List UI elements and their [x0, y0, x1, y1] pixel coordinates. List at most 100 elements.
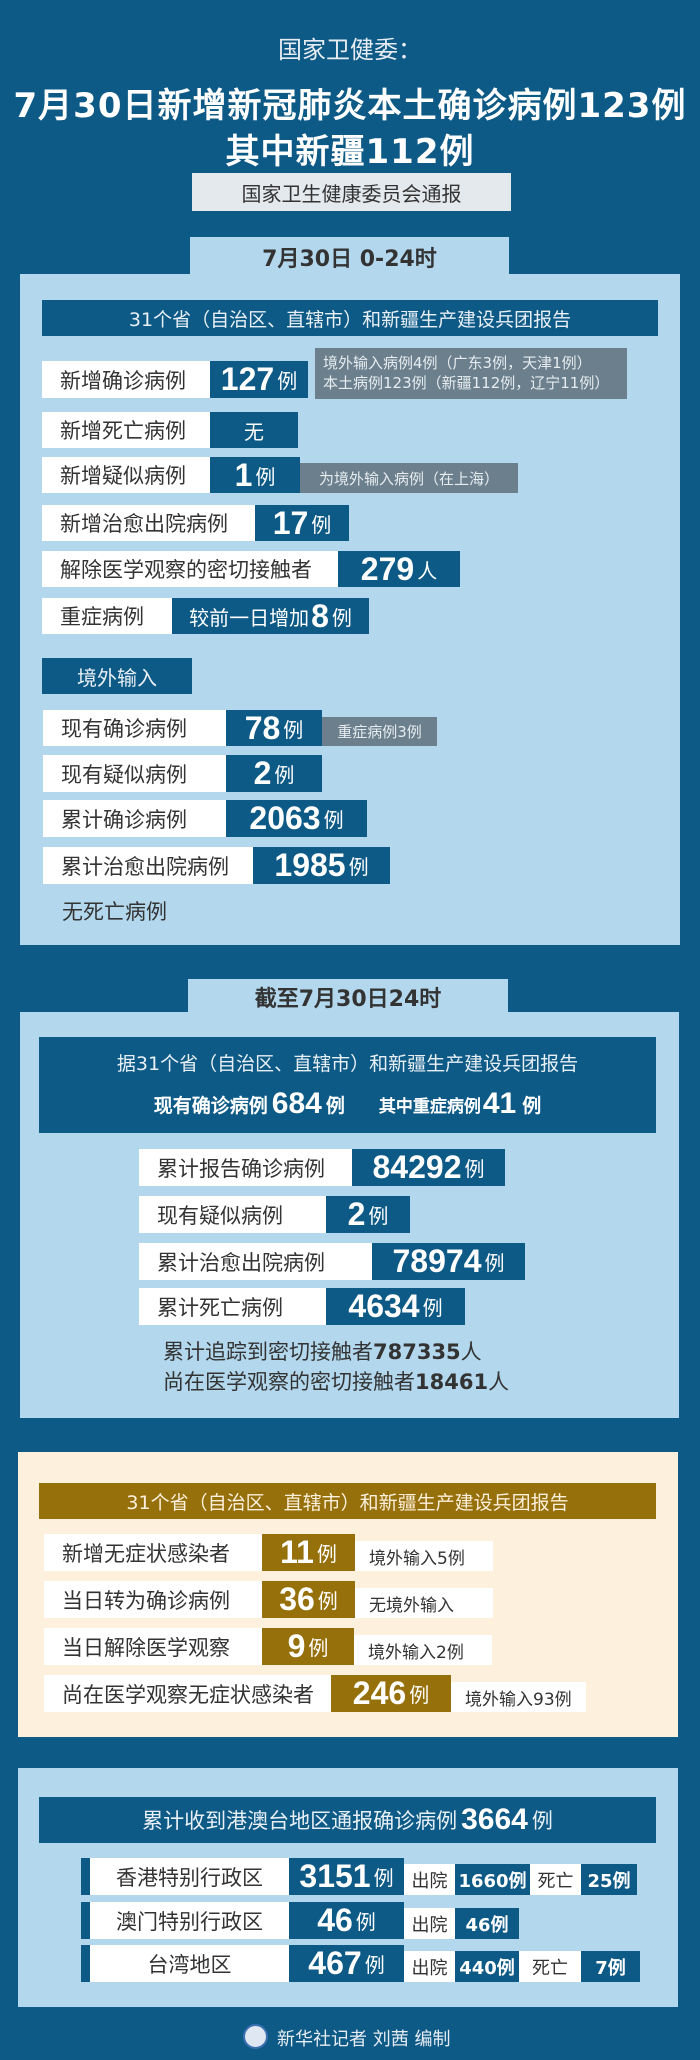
row-label: 新增确诊病例 [42, 361, 210, 398]
value: 9 [287, 1628, 306, 1664]
box-line2: 现有确诊病例 684 例 其中重症病例 41 例 [39, 1087, 656, 1121]
region-value: 467 例 [289, 1945, 404, 1982]
region-value: 46 例 [289, 1902, 404, 1939]
value: 1985 [274, 847, 346, 883]
cumulative-tab: 截至7月30日24时 [188, 979, 508, 1015]
unit: 例 [317, 1589, 338, 1613]
cumulative-box: 据31个省（自治区、直辖市）和新疆生产建设兵团报告 现有确诊病例 684 例 其… [39, 1037, 656, 1133]
row-label: 新增疑似病例 [42, 457, 210, 493]
value: 787335 [373, 1340, 461, 1364]
unit: 例 [331, 605, 352, 630]
row-label: 新增治愈出院病例 [42, 505, 255, 541]
row-value: 78974 例 [372, 1243, 525, 1280]
value: 8 [311, 597, 329, 634]
notice-box: 国家卫生健康委员会通报 [192, 173, 511, 211]
source-heading: 国家卫健委： [278, 36, 422, 64]
value: 246 [352, 1675, 407, 1711]
value: 2 [253, 755, 272, 791]
row-value: 279 人 [338, 551, 460, 587]
death-value: 7例 [581, 1951, 640, 1982]
row-value: 4634 例 [326, 1288, 465, 1325]
unit: 例 [368, 1204, 389, 1228]
row-label: 重症病例 [42, 598, 172, 634]
value: 3151 [299, 1858, 371, 1894]
value: 46 [317, 1902, 353, 1938]
unit: 人 [417, 558, 438, 583]
discharged-value: 1660例 [455, 1864, 530, 1895]
value: 4634 [348, 1288, 420, 1324]
unit: 例 [409, 1683, 430, 1707]
no-deaths-note: 无死亡病例 [62, 900, 167, 924]
observing-contacts: 尚在医学观察的密切接触者18461人 [163, 1366, 509, 1396]
death-value: 25例 [581, 1864, 637, 1895]
unit: 例 [355, 1910, 376, 1934]
row-value: 36 例 [262, 1581, 355, 1618]
region-label: 香港特别行政区 [90, 1858, 289, 1895]
value: 18461 [415, 1370, 489, 1394]
unit: 例 [277, 369, 298, 393]
row-value: 2063 例 [226, 800, 367, 837]
current-value: 684 [271, 1087, 322, 1120]
discharged-value: 440例 [455, 1951, 519, 1982]
label: 尚在医学观察的密切接触者 [163, 1370, 415, 1394]
value: 78974 [392, 1243, 482, 1279]
row-value: 1985 例 [253, 847, 390, 884]
headline-line2: 其中新疆112例 [225, 132, 475, 172]
row-label: 解除医学观察的密切接触者 [42, 551, 338, 587]
unit: 例 [373, 1866, 394, 1890]
row-label: 累计报告确诊病例 [139, 1149, 352, 1186]
xinhua-logo-icon [243, 2024, 268, 2049]
row-stripe [81, 1902, 90, 1939]
unit: 例 [531, 1809, 553, 1833]
unit: 例 [316, 1542, 337, 1566]
value: 11 [280, 1534, 314, 1570]
unit: 例 [308, 1636, 329, 1660]
value: 467 [308, 1945, 362, 1981]
row-label: 累计治愈出院病例 [43, 847, 253, 884]
value: 2063 [249, 800, 321, 836]
value: 36 [279, 1581, 315, 1617]
unit: 例 [522, 1094, 542, 1117]
discharged-label: 出院 [404, 1908, 455, 1939]
value: 127 [220, 361, 275, 397]
row-label: 累计死亡病例 [139, 1288, 326, 1325]
label: 累计收到港澳台地区通报确诊病例 [142, 1809, 458, 1833]
row-note: 无境外输入 [355, 1588, 493, 1618]
region-value: 3151 例 [289, 1858, 404, 1895]
prefix: 较前一日增加 [189, 605, 310, 630]
current-label: 现有确诊病例 [153, 1094, 268, 1117]
row-label: 现有疑似病例 [139, 1196, 326, 1233]
unit: 人 [488, 1370, 510, 1394]
daily-tab: 7月30日 0-24时 [190, 237, 509, 277]
unit: 例 [283, 717, 304, 742]
value: 78 [244, 709, 281, 746]
death-label: 死亡 [519, 1951, 581, 1982]
unit: 例 [255, 464, 276, 489]
value: 3664 [461, 1803, 528, 1836]
severe-value: 41 [482, 1087, 517, 1120]
severe-label: 其中重症病例 [378, 1096, 481, 1117]
note-line: 境外输入病例4例（广东3例，天津1例） [323, 354, 592, 372]
hmt-bar: 累计收到港澳台地区通报确诊病例 3664 例 [39, 1797, 656, 1843]
row-note: 境外输入病例4例（广东3例，天津1例） 本土病例123例（新疆112例，辽宁11例… [315, 348, 627, 399]
row-note: 境外输入5例 [355, 1541, 493, 1571]
unit: 例 [422, 1296, 443, 1320]
row-value: 17 例 [255, 505, 349, 541]
death-label: 死亡 [530, 1864, 581, 1895]
value: 279 [360, 550, 415, 587]
value: 84292 [372, 1149, 462, 1185]
daily-bar: 31个省（自治区、直辖市）和新疆生产建设兵团报告 [42, 300, 658, 336]
asymptomatic-bar: 31个省（自治区、直辖市）和新疆生产建设兵团报告 [39, 1483, 656, 1519]
note-line: 本土病例123例（新疆112例，辽宁11例） [323, 374, 610, 392]
box-line1: 据31个省（自治区、直辖市）和新疆生产建设兵团报告 [116, 1052, 579, 1075]
discharged-label: 出院 [404, 1864, 455, 1895]
discharged-label: 出院 [404, 1951, 455, 1982]
row-note: 为境外输入病例（在上海） [300, 463, 518, 493]
traced-contacts: 累计追踪到密切接触者787335人 [163, 1336, 482, 1366]
row-label: 现有确诊病例 [43, 710, 226, 746]
unit: 例 [364, 1953, 385, 1977]
row-label: 累计治愈出院病例 [139, 1243, 372, 1280]
row-stripe [81, 1945, 90, 1982]
